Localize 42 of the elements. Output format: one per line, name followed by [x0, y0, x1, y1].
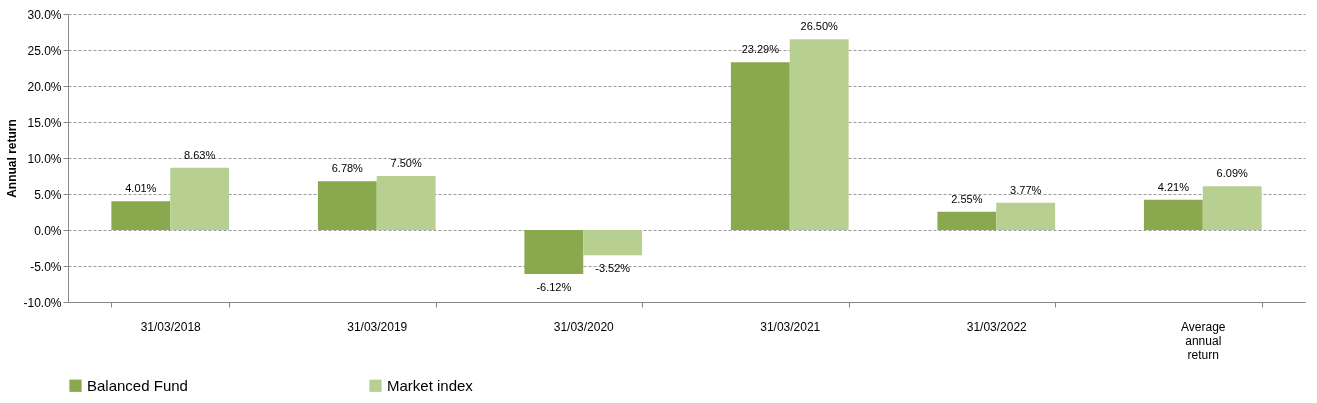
- bar: [1202, 186, 1262, 230]
- bar: [170, 167, 230, 230]
- data-label: 4.01%: [125, 182, 157, 195]
- x-tick-label: 31/03/2020: [553, 319, 615, 334]
- y-tick-label: 30.0%: [27, 7, 62, 22]
- y-tick-label: -10.0%: [23, 295, 62, 310]
- y-axis-title: Annual return: [5, 119, 20, 198]
- x-tick-label: 31/03/2018: [140, 319, 202, 334]
- y-tick-label: 20.0%: [27, 79, 62, 94]
- y-tick-label: 10.0%: [27, 151, 62, 166]
- y-tick-label: 5.0%: [34, 187, 62, 202]
- bar: [376, 176, 436, 230]
- data-label: 3.77%: [1010, 183, 1042, 196]
- bar: [1143, 199, 1203, 230]
- data-label: 6.09%: [1216, 167, 1249, 180]
- x-tick-label: Average annual return: [1181, 319, 1226, 362]
- x-tick-label: 31/03/2022: [966, 319, 1028, 334]
- bar: [937, 211, 997, 230]
- y-tick-label: 15.0%: [27, 115, 62, 130]
- y-tick-label: 0.0%: [34, 223, 62, 238]
- bar: [789, 39, 849, 230]
- y-tick-label: -5.0%: [30, 259, 62, 274]
- legend-label: Balanced Fund: [87, 376, 188, 394]
- bar: [730, 62, 790, 230]
- bar: [524, 230, 584, 275]
- data-label: 6.78%: [331, 162, 364, 175]
- bar: [583, 230, 643, 256]
- data-label: -6.12%: [536, 281, 572, 294]
- legend-label: Market index: [387, 376, 474, 394]
- data-label: 8.63%: [184, 148, 216, 161]
- bar: [111, 201, 171, 230]
- data-label: -3.52%: [595, 262, 631, 275]
- data-label: 26.50%: [800, 20, 839, 33]
- bar: [317, 181, 377, 230]
- x-tick-label: 31/03/2021: [760, 319, 821, 334]
- data-label: 2.55%: [951, 192, 983, 205]
- x-tick-label: 31/03/2019: [347, 319, 408, 334]
- data-label: 4.21%: [1157, 180, 1190, 193]
- bar: [996, 202, 1056, 230]
- data-label: 23.29%: [741, 43, 780, 56]
- data-label: 7.50%: [390, 157, 422, 169]
- y-tick-label: 25.0%: [27, 43, 62, 58]
